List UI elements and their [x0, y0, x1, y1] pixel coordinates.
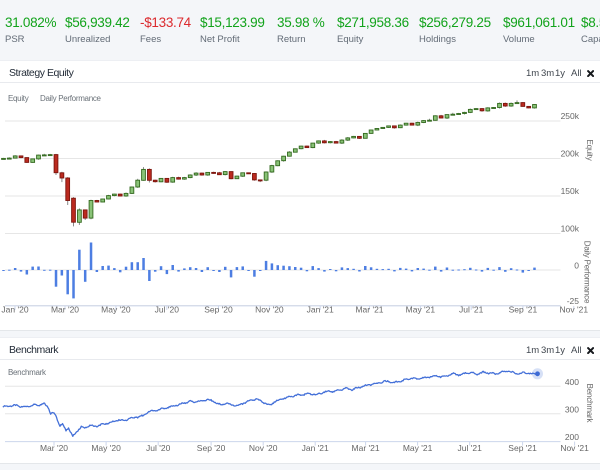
svg-text:Jul '21: Jul '21: [458, 443, 483, 453]
svg-text:Benchmark: Benchmark: [8, 368, 47, 377]
svg-text:Sep '20: Sep '20: [197, 443, 226, 453]
svg-text:Equity: Equity: [585, 139, 594, 160]
svg-text:Benchmark: Benchmark: [585, 384, 594, 424]
svg-text:Nov '20: Nov '20: [249, 443, 278, 453]
svg-text:Mar '20: Mar '20: [40, 443, 68, 453]
svg-text:May '20: May '20: [101, 305, 131, 315]
svg-text:Sep '20: Sep '20: [204, 305, 233, 315]
svg-text:Jul '20: Jul '20: [155, 305, 180, 315]
svg-text:Jul '21: Jul '21: [459, 305, 484, 315]
svg-text:Sep '21: Sep '21: [508, 443, 537, 453]
svg-text:Mar '20: Mar '20: [51, 305, 79, 315]
svg-text:Jan '21: Jan '21: [302, 443, 329, 453]
svg-text:Nov '21: Nov '21: [560, 305, 589, 315]
svg-text:Jan '20: Jan '20: [1, 305, 28, 315]
svg-text:Sep '21: Sep '21: [509, 305, 538, 315]
svg-text:200k: 200k: [561, 149, 580, 159]
svg-text:May '21: May '21: [403, 443, 433, 453]
svg-text:Mar '21: Mar '21: [352, 443, 380, 453]
svg-text:May '21: May '21: [406, 305, 436, 315]
svg-text:250k: 250k: [561, 111, 580, 121]
svg-text:100k: 100k: [561, 224, 580, 234]
svg-text:0: 0: [574, 260, 579, 270]
svg-text:May '20: May '20: [91, 443, 121, 453]
svg-text:Nov '21: Nov '21: [560, 443, 589, 453]
svg-text:200: 200: [565, 432, 579, 442]
svg-text:150k: 150k: [561, 186, 580, 196]
svg-text:400: 400: [565, 377, 579, 387]
svg-text:Mar '21: Mar '21: [355, 305, 383, 315]
svg-text:Daily Performance: Daily Performance: [583, 241, 592, 304]
svg-text:Daily Performance: Daily Performance: [40, 94, 102, 103]
svg-text:-25: -25: [567, 296, 580, 306]
svg-text:300: 300: [565, 404, 579, 414]
svg-text:Jan '21: Jan '21: [307, 305, 334, 315]
svg-text:Nov '20: Nov '20: [255, 305, 284, 315]
svg-text:Jul '20: Jul '20: [146, 443, 171, 453]
svg-text:Equity: Equity: [8, 94, 29, 103]
